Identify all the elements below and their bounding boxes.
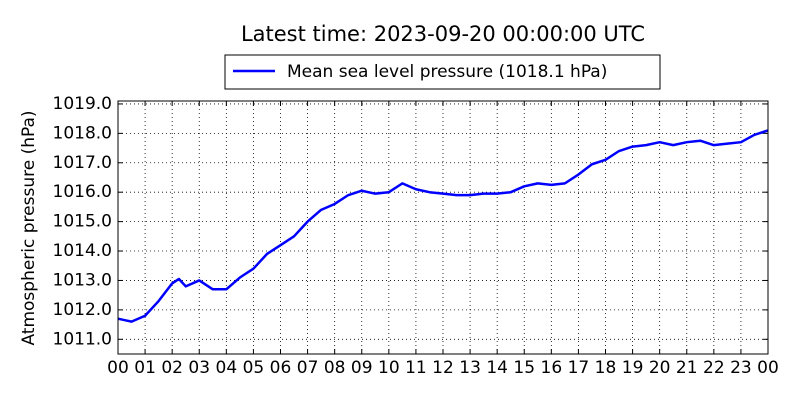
legend-label: Mean sea level pressure (1018.1 hPa) (287, 62, 607, 82)
y-tick-label: 1014.0 (53, 241, 112, 261)
x-tick-label: 08 (324, 358, 346, 378)
x-tick-label: 11 (405, 358, 427, 378)
x-tick-label: 09 (351, 358, 373, 378)
x-tick-label: 07 (297, 358, 319, 378)
x-tick-label: 03 (188, 358, 210, 378)
x-tick-label: 00 (107, 358, 129, 378)
y-tick-label: 1012.0 (53, 300, 112, 320)
chart-title: Latest time: 2023-09-20 00:00:00 UTC (241, 22, 645, 46)
y-tick-label: 1016.0 (53, 182, 112, 202)
x-tick-label: 02 (161, 358, 183, 378)
y-tick-label: 1017.0 (53, 153, 112, 173)
x-tick-label: 23 (730, 358, 752, 378)
plot-frame (117, 100, 769, 355)
x-tick-label: 19 (622, 358, 644, 378)
legend-box (224, 54, 661, 90)
x-tick-label: 06 (270, 358, 292, 378)
x-tick-label: 04 (216, 358, 238, 378)
x-tick-label: 18 (595, 358, 617, 378)
x-tick-label: 12 (432, 358, 454, 378)
x-tick-label: 10 (378, 358, 400, 378)
y-tick-label: 1018.0 (53, 123, 112, 143)
x-tick-label: 16 (541, 358, 563, 378)
x-tick-label: 13 (459, 358, 481, 378)
y-tick-label: 1015.0 (53, 212, 112, 232)
x-tick-label: 14 (486, 358, 508, 378)
x-tick-label: 00 (757, 358, 779, 378)
x-tick-label: 15 (513, 358, 535, 378)
y-tick-label: 1011.0 (53, 329, 112, 349)
x-tick-label: 01 (134, 358, 156, 378)
x-tick-label: 21 (676, 358, 698, 378)
y-tick-label: 1019.0 (53, 94, 112, 114)
data-line (117, 129, 769, 323)
y-tick-label: 1013.0 (53, 270, 112, 290)
x-tick-label: 17 (568, 358, 590, 378)
x-tick-label: 20 (649, 358, 671, 378)
x-tick-label: 05 (243, 358, 265, 378)
y-axis-label: Atmospheric pressure (hPa) (19, 110, 39, 345)
x-tick-label: 22 (703, 358, 725, 378)
